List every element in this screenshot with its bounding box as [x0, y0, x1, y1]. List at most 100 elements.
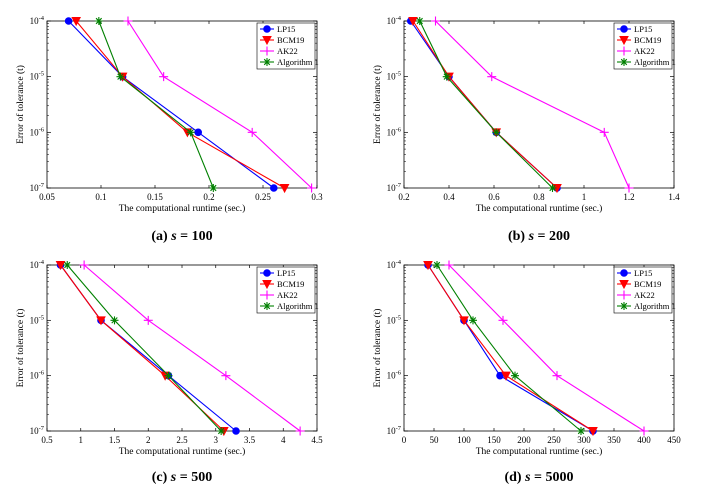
x-tick-label: 0.5: [41, 435, 53, 445]
series-line-algorithm-1: [436, 264, 582, 432]
x-tick-label: 300: [577, 435, 591, 445]
y-axis-label: Error of tolerance (t): [15, 309, 26, 388]
data-point-algorithm-1: [110, 316, 119, 325]
x-axis-label: The computational runtime (sec.): [476, 446, 603, 457]
legend-label: LP15: [277, 24, 295, 34]
caption-value: 200: [549, 229, 570, 244]
x-tick-label: 0.05: [39, 192, 55, 202]
y-tick-label: 10-4: [387, 259, 402, 270]
data-point-algorithm-1: [415, 17, 424, 25]
data-point-bcm19: [71, 17, 81, 27]
x-tick-label: 0.15: [147, 192, 163, 202]
legend-label: LP15: [634, 24, 652, 34]
legend-label: AK22: [634, 290, 655, 300]
data-point-algorithm-1: [577, 427, 585, 435]
legend-marker: [263, 269, 271, 277]
legend-marker: [263, 58, 271, 66]
series-line-bcm19: [427, 264, 594, 432]
x-tick-label: 0.6: [488, 192, 500, 202]
legend-marker: [619, 46, 629, 56]
x-tick-label: 350: [607, 435, 621, 445]
legend-label: Algorithm 1: [634, 301, 676, 311]
caption-value: 5000: [546, 470, 574, 485]
caption-op: =: [534, 229, 549, 244]
x-tick-label: 2.5: [176, 435, 188, 445]
x-tick-label: 0.2: [203, 192, 214, 202]
data-point-algorithm-1: [116, 72, 125, 81]
data-point-ak22: [79, 260, 89, 270]
x-tick-label: 150: [487, 435, 501, 445]
legend-marker: [619, 280, 629, 290]
x-tick-label: 3.5: [244, 435, 256, 445]
x-tick-label: 250: [547, 435, 561, 445]
y-axis-label: Error of tolerance (t): [372, 65, 383, 144]
caption-label: (b): [508, 229, 529, 244]
panel-caption: (c) s = 500: [152, 470, 212, 485]
x-tick-label: 0.8: [533, 192, 545, 202]
caption-param: s: [170, 470, 177, 485]
caption-label: (d): [504, 470, 525, 485]
data-point-algorithm-1: [511, 371, 519, 380]
data-point-lp15: [270, 184, 278, 192]
data-point-algorithm-1: [63, 261, 72, 269]
data-point-ak22: [639, 426, 649, 436]
chart-panel-a: 0.05 0.1 0.15 0.2 0.25 0.3 10-7 10-6 10-5 10-4 The…: [15, 15, 323, 244]
series-line-lp15: [60, 264, 237, 432]
series-line-algorithm-1: [98, 20, 214, 189]
caption-op: =: [531, 470, 546, 485]
caption-op: =: [176, 470, 191, 485]
x-tick-label: 400: [637, 435, 651, 445]
chart-panel-b: 0.2 0.4 0.6 0.8 1 1.2 1.4 10-7 10-6 10-5 10-4 The c…: [372, 15, 680, 244]
data-point-ak22: [295, 426, 305, 436]
legend-label: BCM19: [634, 279, 661, 289]
x-tick-label: 1: [79, 435, 84, 445]
panel-caption: (b) s = 200: [508, 229, 570, 244]
x-tick-label: 0.2: [398, 192, 409, 202]
x-tick-label: 0.3: [311, 192, 323, 202]
data-point-ak22: [498, 315, 508, 325]
data-point-bcm19: [96, 316, 106, 326]
data-point-ak22: [487, 72, 497, 82]
series-line-algorithm-1: [66, 264, 222, 432]
y-tick-label: 10-6: [30, 126, 45, 137]
legend-marker: [262, 36, 272, 46]
legend-marker: [620, 58, 628, 66]
legend-marker: [262, 46, 272, 56]
data-point-lp15: [64, 17, 73, 25]
legend-label: Algorithm 1: [277, 57, 319, 67]
caption-param: s: [170, 229, 177, 244]
data-point-algorithm-1: [469, 316, 477, 325]
data-point-algorithm-1: [94, 17, 103, 25]
y-tick-label: 10-5: [30, 314, 44, 325]
series-line-lp15: [68, 20, 275, 189]
series-line-ak22: [83, 264, 301, 432]
legend-label: Algorithm 1: [277, 301, 319, 311]
x-tick-label: 2: [146, 435, 151, 445]
x-axis-label: The computational runtime (sec.): [476, 203, 603, 214]
axes-frame: [46, 20, 318, 189]
legend-label: LP15: [277, 268, 295, 278]
series-line-ak22: [127, 20, 312, 189]
legend-marker: [620, 269, 628, 277]
series-line-ak22: [448, 264, 645, 432]
y-tick-label: 10-7: [30, 425, 45, 436]
y-tick-label: 10-4: [387, 15, 402, 26]
series-line-lp15: [410, 20, 558, 189]
legend-label: BCM19: [277, 279, 304, 289]
data-point-ak22: [247, 127, 257, 137]
x-tick-label: 1.4: [668, 192, 680, 202]
y-axis-label: Error of tolerance (t): [15, 65, 26, 144]
caption-label: (a): [151, 229, 171, 244]
caption-value: 100: [192, 229, 213, 244]
y-tick-label: 10-5: [30, 71, 44, 82]
legend-marker: [262, 290, 272, 300]
legend-marker: [263, 25, 271, 33]
data-point-lp15: [194, 128, 202, 137]
legend-marker: [619, 36, 629, 46]
data-point-ak22: [159, 72, 169, 82]
data-point-ak22: [123, 16, 133, 26]
data-point-bcm19: [588, 427, 598, 437]
